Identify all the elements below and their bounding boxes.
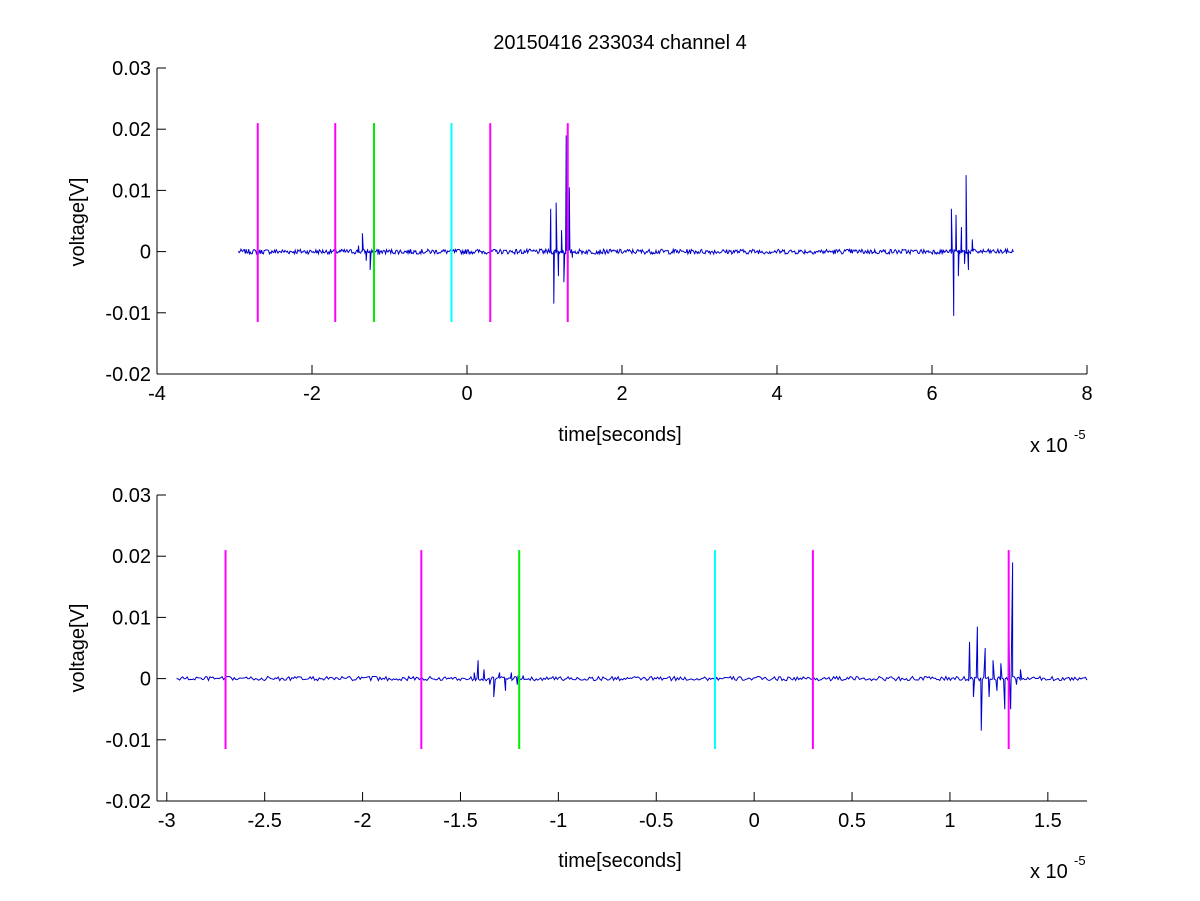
bottom-x-tick-label: -0.5	[639, 810, 673, 832]
bottom-plot: -3 -2.5 -2 -1.5 -1 -0.5 0 0.5 1 1.5 -0.02 -0.01 0 0.0…	[67, 485, 1088, 883]
bottom-x-tick-label: 1	[944, 810, 955, 832]
top-plot-marks	[237, 123, 1014, 322]
bottom-y-tick-label: 0	[140, 669, 151, 691]
bottom-plot-ticks: -3 -2.5 -2 -1.5 -1 -0.5 0 0.5 1 1.5 -0.02 -0.01 0 0.0…	[105, 485, 1087, 832]
top-signal-trace	[237, 135, 1014, 316]
top-y-tick-label: 0	[140, 242, 151, 264]
top-x-tick-label: 6	[926, 383, 937, 405]
top-y-axis-label: voltage[V]	[67, 178, 89, 267]
bottom-x-exponent-power: -5	[1074, 853, 1086, 868]
bottom-x-tick-label: 0.5	[838, 810, 866, 832]
bottom-x-tick-label: -1.5	[443, 810, 477, 832]
top-y-tick-label: 0.01	[112, 180, 151, 202]
top-x-tick-label: -4	[148, 383, 166, 405]
bottom-x-tick-label: 1.5	[1034, 810, 1062, 832]
top-y-tick-label: 0.03	[112, 58, 151, 80]
top-plot-ticks: -4 -2 0 2 4 6 8 -0.02 -0.01 0 0.01 0.02 0.03	[105, 58, 1092, 405]
top-x-tick-label: 2	[616, 383, 627, 405]
bottom-x-tick-label: -1	[549, 810, 567, 832]
top-y-tick-label: -0.02	[105, 364, 151, 386]
bottom-y-tick-label: 0.02	[112, 546, 151, 568]
bottom-y-tick-label: 0.03	[112, 485, 151, 507]
bottom-x-tick-label: -2.5	[247, 810, 281, 832]
bottom-x-exponent-base: x 10	[1030, 861, 1068, 883]
top-y-tick-label: -0.01	[105, 303, 151, 325]
bottom-plot-marks	[176, 550, 1088, 749]
figure-title: 20150416 233034 channel 4	[493, 32, 747, 54]
bottom-y-axis-label: voltage[V]	[67, 604, 89, 693]
bottom-y-tick-label: -0.02	[105, 791, 151, 813]
top-x-tick-label: 4	[771, 383, 782, 405]
bottom-x-exponent: x 10 -5	[1030, 853, 1086, 883]
bottom-x-tick-label: 0	[749, 810, 760, 832]
bottom-x-axis-label: time[seconds]	[558, 850, 681, 872]
top-x-exponent: x 10 -5	[1030, 427, 1086, 457]
top-y-tick-label: 0.02	[112, 119, 151, 141]
top-x-tick-label: 8	[1081, 383, 1092, 405]
top-x-tick-label: -2	[303, 383, 321, 405]
bottom-y-tick-label: -0.01	[105, 730, 151, 752]
bottom-signal-trace	[176, 562, 1088, 731]
top-plot: -4 -2 0 2 4 6 8 -0.02 -0.01 0 0.01 0.02 0.03 time[se…	[67, 58, 1093, 457]
top-x-exponent-base: x 10	[1030, 435, 1068, 457]
bottom-y-tick-label: 0.01	[112, 607, 151, 629]
top-x-exponent-power: -5	[1074, 427, 1086, 442]
bottom-x-tick-label: -2	[354, 810, 372, 832]
bottom-x-tick-label: -3	[158, 810, 176, 832]
top-x-axis-label: time[seconds]	[558, 424, 681, 446]
top-x-tick-label: 0	[461, 383, 472, 405]
